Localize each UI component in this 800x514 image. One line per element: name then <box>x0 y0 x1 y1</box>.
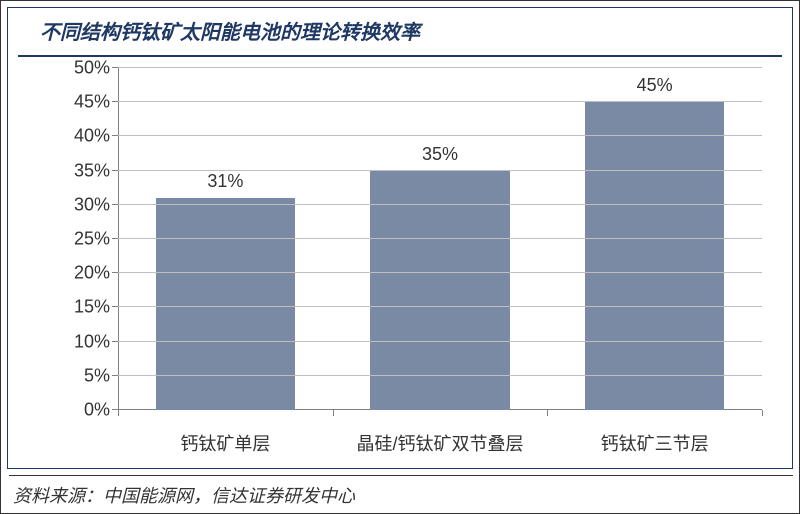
bar-value-label: 31% <box>207 171 243 192</box>
y-tick-label: 45% <box>74 92 110 113</box>
gridline <box>118 170 762 171</box>
x-tick-mark <box>333 410 334 416</box>
title-underline <box>18 55 782 57</box>
y-tick-mark <box>112 272 118 273</box>
y-tick-mark <box>112 135 118 136</box>
y-tick-mark <box>112 204 118 205</box>
y-tick-mark <box>112 375 118 376</box>
bar: 45% <box>585 102 725 410</box>
y-tick-label: 30% <box>74 194 110 215</box>
gridline <box>118 204 762 205</box>
y-tick-label: 35% <box>74 160 110 181</box>
gridline <box>118 238 762 239</box>
source-row: 资料来源：中国能源网，信达证券研发中心 <box>9 475 793 508</box>
gridline <box>118 306 762 307</box>
y-tick-mark <box>112 67 118 68</box>
plot-area: 31%35%45% 0%5%10%15%20%25%30%35%40%45%50… <box>118 68 762 410</box>
bar-slot: 45% <box>547 68 762 410</box>
y-tick-label: 0% <box>84 400 110 421</box>
bar-value-label: 35% <box>422 144 458 165</box>
y-tick-label: 40% <box>74 126 110 147</box>
x-axis-label: 钙钛矿单层 <box>118 430 333 456</box>
gridline <box>118 272 762 273</box>
y-tick-mark <box>112 238 118 239</box>
gridline <box>118 67 762 68</box>
x-axis-label: 晶硅/钙钛矿双节叠层 <box>333 430 548 456</box>
figure-frame: 不同结构钙钛矿太阳能电池的理论转换效率 31% 35% 45% 0% 5% 10% 15%… <box>0 0 800 514</box>
bar-slot: 31% <box>118 68 333 410</box>
gridline <box>118 135 762 136</box>
y-tick-label: 5% <box>84 365 110 386</box>
bar-slot: 35% <box>333 68 548 410</box>
gridline <box>118 375 762 376</box>
y-tick-label: 20% <box>74 263 110 284</box>
x-labels-row: 钙钛矿单层晶硅/钙钛矿双节叠层钙钛矿三节层 <box>118 430 762 456</box>
y-tick-label: 15% <box>74 297 110 318</box>
gridline <box>118 101 762 102</box>
chart-container: 不同结构钙钛矿太阳能电池的理论转换效率 31% 35% 45% 0% 5% 10% 15%… <box>7 7 793 469</box>
x-tick-mark <box>762 410 763 416</box>
y-tick-mark <box>112 101 118 102</box>
bar: 31% <box>156 198 296 410</box>
y-tick-mark <box>112 170 118 171</box>
y-tick-label: 10% <box>74 331 110 352</box>
y-tick-label: 50% <box>74 58 110 79</box>
bars-row: 31% 35% 45% <box>118 68 762 410</box>
y-tick-mark <box>112 341 118 342</box>
x-axis-label: 钙钛矿三节层 <box>547 430 762 456</box>
title-row: 不同结构钙钛矿太阳能电池的理论转换效率 <box>8 8 792 49</box>
x-tick-mark <box>547 410 548 416</box>
bar-value-label: 45% <box>637 75 673 96</box>
source-text: 资料来源：中国能源网，信达证券研发中心 <box>13 486 355 506</box>
y-tick-label: 25% <box>74 229 110 250</box>
chart-title: 不同结构钙钛矿太阳能电池的理论转换效率 <box>40 22 420 44</box>
y-tick-mark <box>112 306 118 307</box>
gridline <box>118 341 762 342</box>
x-tick-mark <box>118 410 119 416</box>
